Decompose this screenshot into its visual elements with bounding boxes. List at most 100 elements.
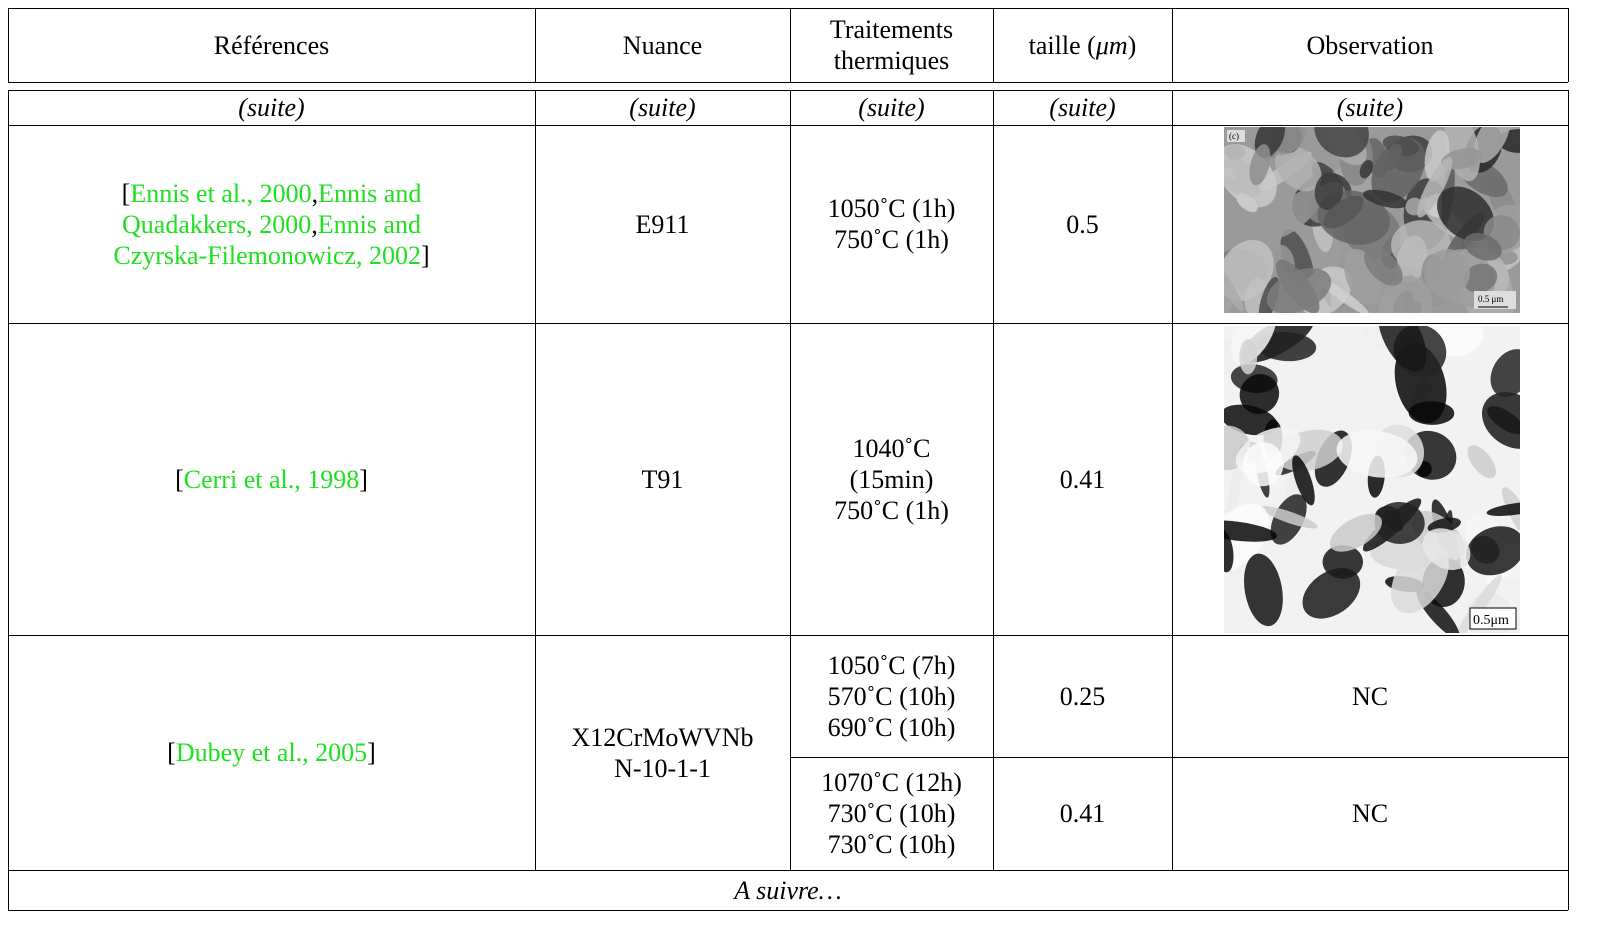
header-cell: Traitements thermiques (790, 8, 993, 82)
rule (8, 910, 1568, 912)
image-part (1239, 374, 1280, 414)
continued-text: (suite) (858, 93, 925, 122)
text-line: Traitements (829, 15, 954, 44)
references-cell: [Dubey et al., 2005] (8, 635, 535, 870)
image-part (1490, 349, 1520, 398)
size: 0.41 (1059, 464, 1106, 494)
footer-text: A suivre… (734, 875, 842, 905)
image-part (1359, 159, 1374, 179)
image-part (1266, 268, 1332, 313)
image-part (1501, 487, 1520, 545)
image-part (1464, 232, 1502, 261)
header-cell: taille (μm) (993, 8, 1172, 82)
reference: [Ennis et al., 2000,Ennis and Quadakkers… (8, 178, 535, 271)
reference: [Dubey et al., 2005] (97, 737, 446, 768)
image-part (1470, 535, 1500, 564)
text-line: 690˚C (10h) (827, 712, 956, 742)
size-cell: 0.25 (993, 635, 1172, 757)
rule (1568, 8, 1570, 82)
image-part (1274, 145, 1322, 192)
image-part (1292, 455, 1315, 506)
image-part (1336, 430, 1418, 478)
rule (8, 82, 1568, 84)
text-line: 1050˚C (1h) (827, 194, 956, 223)
citation[interactable]: Cerri et al., 1998 (183, 464, 360, 494)
observation: NC (1351, 681, 1389, 711)
text-line: 750˚C (1h) (834, 225, 949, 254)
text-line: X12CrMoWVNb (571, 722, 754, 752)
observation: NC (1351, 799, 1389, 828)
header-cell: Nuance (535, 8, 790, 82)
image-label: (c) (1229, 131, 1239, 141)
bracket: ] (359, 464, 368, 494)
image-part (1314, 127, 1369, 158)
micrograph: 0.5μm (1224, 326, 1520, 633)
image-part (1249, 144, 1271, 186)
continued-cell: (suite) (1172, 90, 1568, 125)
image-part (1417, 157, 1453, 218)
text-line: 1070˚C (12h) (821, 768, 962, 797)
image-part (1467, 445, 1496, 479)
rule (8, 90, 1568, 92)
separator: , (311, 209, 318, 239)
rule (1568, 90, 1570, 870)
bracket: [ (167, 738, 176, 767)
nuance-cell: X12CrMoWVNb N-10-1-1 (535, 635, 790, 870)
rule (8, 8, 1568, 10)
text-line: 1040˚C (852, 433, 931, 463)
image-label: 0.5μm (1473, 613, 1509, 628)
image-part (1455, 574, 1502, 633)
size-cell: 0.5 (993, 125, 1172, 323)
references-cell: [Ennis et al., 2000,Ennis and Quadakkers… (8, 125, 535, 323)
bracket: ] (367, 738, 376, 767)
size: 0.5 (1066, 209, 1099, 239)
rule (993, 90, 995, 870)
bracket: [ (175, 464, 184, 494)
rule (535, 8, 537, 82)
image-part (1302, 568, 1361, 619)
rule (790, 8, 792, 82)
continued-text: (suite) (629, 93, 696, 122)
image-part (1329, 513, 1382, 552)
bracket: [ (121, 178, 131, 208)
image-part (1323, 195, 1364, 229)
image-part (1363, 247, 1403, 286)
image-part (1383, 143, 1403, 171)
rule (1172, 90, 1174, 870)
size: 0.41 (1059, 799, 1106, 828)
image-part (1463, 263, 1498, 293)
image-label: 0.5 μm (1478, 294, 1503, 304)
image-part (1486, 501, 1520, 516)
image-part (1424, 249, 1471, 297)
image-part (1227, 130, 1245, 142)
text-line: thermiques (833, 46, 950, 75)
text-line: N-10-1-1 (614, 753, 711, 783)
citation[interactable]: Ennis and Quadakkers, 2000 (122, 178, 422, 239)
text-line: 730˚C (10h) (827, 799, 956, 828)
continued-cell: (suite) (8, 90, 535, 125)
image-part (1260, 505, 1318, 529)
rule (790, 757, 1568, 759)
image-part (1374, 501, 1425, 544)
rule (1568, 870, 1570, 910)
header-text: Références (213, 30, 330, 60)
continued-cell: (suite) (790, 90, 993, 125)
rule (8, 8, 10, 82)
continued-text: (suite) (1049, 93, 1116, 122)
image-part (1242, 442, 1284, 487)
nuance-cell: T91 (535, 323, 790, 635)
citation[interactable]: Ennis et al., 2000 (130, 178, 312, 208)
rule (1172, 8, 1174, 82)
header-part: μm (1095, 30, 1128, 60)
image-part (1224, 529, 1234, 573)
citation[interactable]: Ennis and Czyrska-Filemonowicz, 2002 (113, 209, 421, 270)
header-text: taille (μm) (1029, 30, 1137, 61)
rule (8, 90, 10, 870)
size-cell: 0.41 (993, 757, 1172, 870)
rule (790, 90, 792, 870)
size: 0.25 (1059, 681, 1106, 711)
citation[interactable]: Dubey et al., 2005 (175, 738, 368, 767)
bracket: ] (420, 240, 430, 270)
separator: , (311, 178, 319, 208)
